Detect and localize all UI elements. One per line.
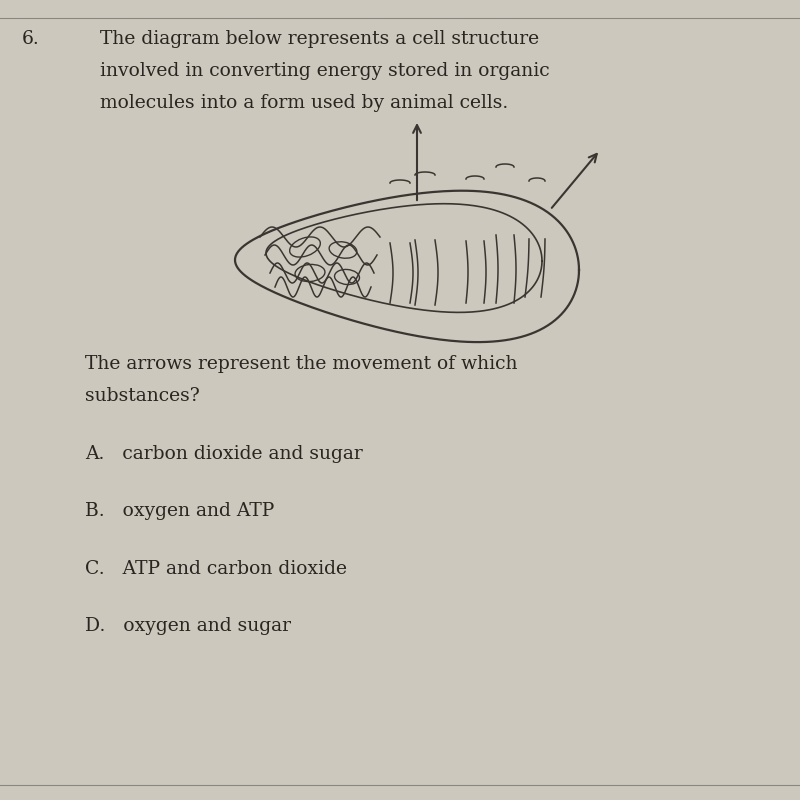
Text: B.   oxygen and ATP: B. oxygen and ATP — [85, 502, 274, 520]
Text: The arrows represent the movement of which: The arrows represent the movement of whi… — [85, 355, 518, 373]
Text: D.   oxygen and sugar: D. oxygen and sugar — [85, 617, 291, 635]
Text: The diagram below represents a cell structure: The diagram below represents a cell stru… — [100, 30, 539, 48]
Text: C.   ATP and carbon dioxide: C. ATP and carbon dioxide — [85, 560, 347, 578]
Text: molecules into a form used by animal cells.: molecules into a form used by animal cel… — [100, 94, 508, 112]
Text: 6.: 6. — [22, 30, 40, 48]
Text: involved in converting energy stored in organic: involved in converting energy stored in … — [100, 62, 550, 80]
Text: A.   carbon dioxide and sugar: A. carbon dioxide and sugar — [85, 445, 362, 463]
Text: substances?: substances? — [85, 387, 200, 405]
